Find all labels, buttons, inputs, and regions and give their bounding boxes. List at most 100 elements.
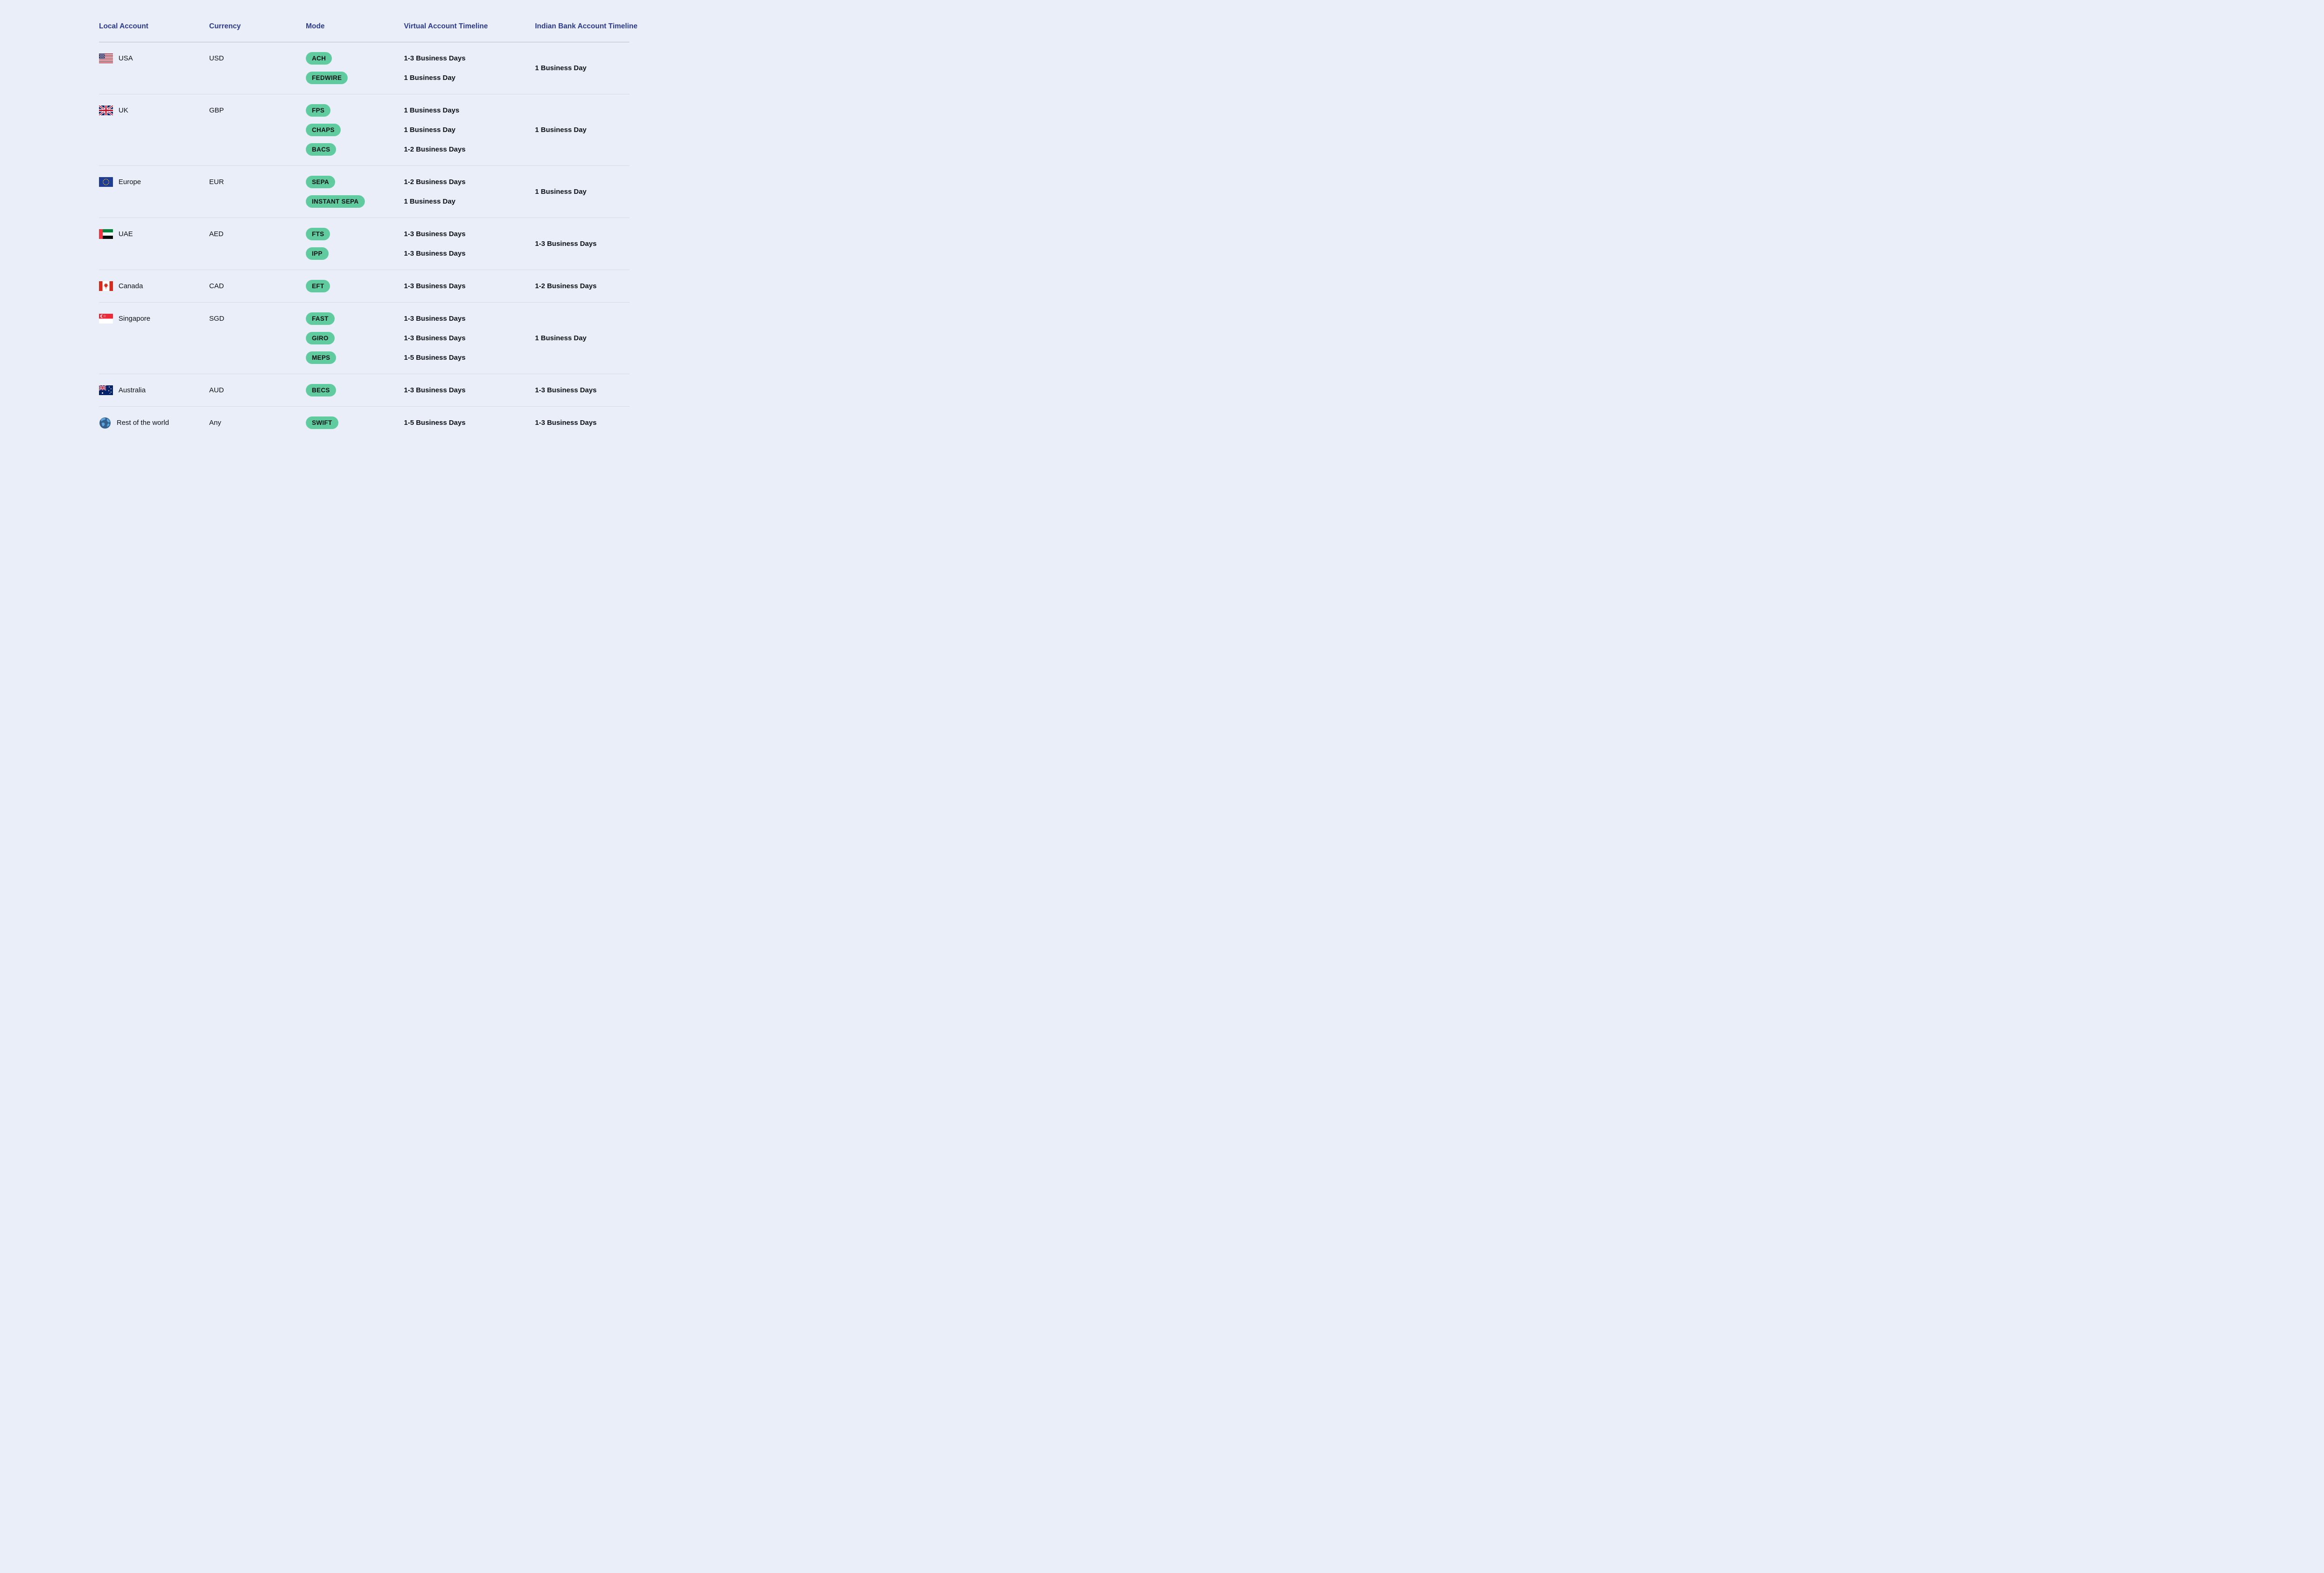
virtual-timeline-value: 1-2 Business Days	[404, 178, 466, 186]
virtual-account-timeline-cell: 1-5 Business Days	[404, 416, 535, 429]
country-label: Australia	[119, 386, 146, 394]
country-label: Singapore	[119, 315, 151, 323]
mode-line: CHAPS	[306, 124, 404, 136]
mode-line: BECS	[306, 384, 404, 397]
virtual-account-timeline-cell: 1-3 Business Days 1 Business Day	[404, 52, 535, 84]
virtual-timeline-value: 1 Business Days	[404, 106, 460, 114]
virtual-timeline-value: 1-3 Business Days	[404, 230, 466, 238]
local-account-cell: Singapore	[99, 312, 209, 325]
mode-line: IPP	[306, 247, 404, 260]
virtual-timeline-value: 1 Business Day	[404, 198, 456, 205]
indian-bank-timeline-value: 1 Business Day	[535, 64, 587, 72]
currency-cell: CAD	[209, 282, 224, 290]
virtual-timeline-value: 1-2 Business Days	[404, 145, 466, 153]
currency-cell: USD	[209, 54, 224, 62]
virtual-timeline-value: 1 Business Day	[404, 126, 456, 134]
mode-badge: EFT	[306, 280, 330, 292]
uk-flag-icon	[99, 106, 113, 115]
mode-line: INSTANT SEPA	[306, 195, 404, 208]
canada-flag-icon	[99, 281, 113, 291]
table-body: USA USD ACH FEDWIRE 1-3 Business Days 1 Busin…	[99, 42, 629, 439]
indian-bank-timeline-value: 1-3 Business Days	[535, 419, 597, 427]
mode-line: ACH	[306, 52, 404, 65]
mode-cell: BECS	[306, 384, 404, 397]
virtual-timeline-value: 1-3 Business Days	[404, 334, 466, 342]
header-local-account: Local Account	[99, 22, 149, 30]
indian-bank-timeline-value: 1 Business Day	[535, 334, 587, 342]
mode-line: FAST	[306, 312, 404, 325]
australia-flag-icon	[99, 385, 113, 395]
mode-cell: SEPA INSTANT SEPA	[306, 176, 404, 208]
mode-badge: ACH	[306, 52, 332, 65]
virtual-account-timeline-cell: 1-3 Business Days	[404, 384, 535, 397]
mode-badge: INSTANT SEPA	[306, 195, 365, 208]
virtual-account-timeline-cell: 1-3 Business Days	[404, 280, 535, 292]
table-row: UK GBP FPS CHAPS BACS 1 Business Days 1 Busine…	[99, 94, 629, 166]
virtual-timeline-value: 1-3 Business Days	[404, 315, 466, 323]
mode-badge: GIRO	[306, 332, 335, 344]
table-row: UAE AED FTS IPP 1-3 Business Days 1-3 Busines…	[99, 218, 629, 270]
mode-badge: BACS	[306, 143, 337, 156]
mode-line: MEPS	[306, 351, 404, 364]
virtual-account-timeline-cell: 1-3 Business Days 1-3 Business Days	[404, 228, 535, 260]
currency-cell: SGD	[209, 315, 224, 323]
virtual-timeline-value: 1-3 Business Days	[404, 54, 466, 62]
currency-cell: EUR	[209, 178, 224, 186]
country-label: Canada	[119, 282, 143, 290]
page: { "page": { "background": "#eaeef8" }, "…	[0, 0, 714, 444]
country-label: Europe	[119, 178, 141, 186]
mode-badge: CHAPS	[306, 124, 341, 136]
mode-cell: SWIFT	[306, 416, 404, 429]
local-account-cell: USA	[99, 52, 209, 65]
indian-bank-timeline-value: 1-3 Business Days	[535, 240, 597, 248]
country-label: Rest of the world	[117, 419, 169, 427]
indian-bank-timeline-value: 1 Business Day	[535, 126, 587, 134]
virtual-account-timeline-cell: 1-3 Business Days 1-3 Business Days 1-5 Bu…	[404, 312, 535, 364]
mode-cell: ACH FEDWIRE	[306, 52, 404, 84]
indian-bank-timeline-value: 1-3 Business Days	[535, 386, 597, 394]
local-account-cell: Rest of the world	[99, 416, 209, 429]
table-row: USA USD ACH FEDWIRE 1-3 Business Days 1 Busin…	[99, 42, 629, 94]
virtual-account-timeline-cell: 1 Business Days 1 Business Day 1-2 Busines…	[404, 104, 535, 156]
table-row: Canada CAD EFT 1-3 Business Days 1-2 Busines…	[99, 270, 629, 303]
header-mode: Mode	[306, 22, 325, 30]
country-label: UAE	[119, 230, 133, 238]
local-account-cell: UAE	[99, 228, 209, 240]
virtual-account-timeline-cell: 1-2 Business Days 1 Business Day	[404, 176, 535, 208]
currency-cell: AUD	[209, 386, 224, 394]
country-label: USA	[119, 54, 133, 62]
local-account-cell: Canada	[99, 280, 209, 292]
local-account-cell: Europe	[99, 176, 209, 188]
mode-cell: FAST GIRO MEPS	[306, 312, 404, 364]
payments-table: Local Account Currency Mode Virtual Acco…	[99, 22, 637, 439]
usa-flag-icon	[99, 53, 113, 63]
virtual-timeline-value: 1-3 Business Days	[404, 386, 466, 394]
table-row: Rest of the world Any SWIFT 1-5 Business Da…	[99, 407, 629, 439]
mode-line: SWIFT	[306, 416, 404, 429]
mode-line: FTS	[306, 228, 404, 240]
singapore-flag-icon	[99, 314, 113, 324]
mode-badge: FTS	[306, 228, 330, 240]
mode-badge: FPS	[306, 104, 331, 117]
virtual-timeline-value: 1-3 Business Days	[404, 250, 466, 258]
mode-badge: BECS	[306, 384, 336, 397]
country-label: UK	[119, 106, 128, 114]
mode-line: EFT	[306, 280, 404, 292]
mode-line: FEDWIRE	[306, 72, 404, 84]
virtual-timeline-value: 1-5 Business Days	[404, 419, 466, 427]
mode-badge: FEDWIRE	[306, 72, 348, 84]
indian-bank-timeline-value: 1 Business Day	[535, 188, 587, 196]
virtual-timeline-value: 1-5 Business Days	[404, 354, 466, 362]
header-virtual-account-timeline: Virtual Account Timeline	[404, 22, 488, 30]
eu-flag-icon	[99, 177, 113, 187]
virtual-timeline-value: 1-3 Business Days	[404, 282, 466, 290]
mode-cell: FTS IPP	[306, 228, 404, 260]
currency-cell: GBP	[209, 106, 224, 114]
globe-icon	[99, 417, 111, 429]
currency-cell: AED	[209, 230, 224, 238]
mode-badge: FAST	[306, 312, 335, 325]
mode-line: BACS	[306, 143, 404, 156]
mode-cell: EFT	[306, 280, 404, 292]
table-row: Singapore SGD FAST GIRO MEPS 1-3 Business Day…	[99, 303, 629, 374]
mode-badge: IPP	[306, 247, 329, 260]
